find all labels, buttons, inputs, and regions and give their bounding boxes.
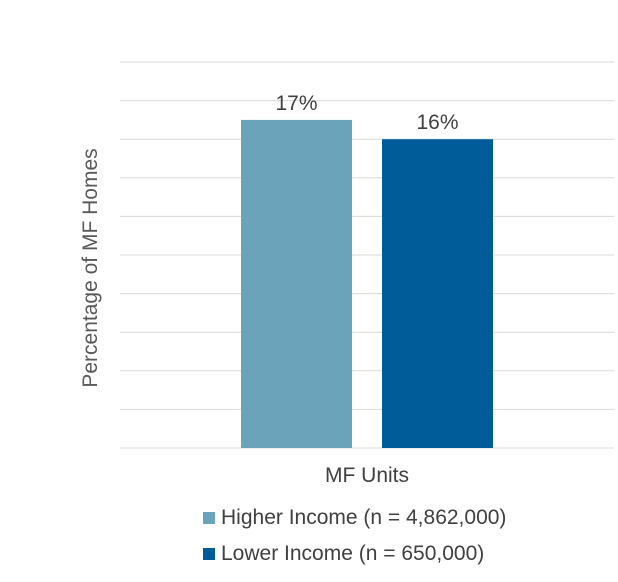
legend-item-higher-income: Higher Income (n = 4,862,000)	[203, 500, 506, 536]
data-label-lower-income: 16%	[416, 111, 458, 134]
bar-higher-income	[241, 119, 352, 449]
bars	[241, 119, 493, 449]
bar-lower-income	[382, 139, 493, 448]
y-axis-title: Percentage of MF Homes	[79, 148, 102, 387]
data-label-higher-income: 17%	[275, 92, 317, 115]
gridlines	[120, 61, 614, 449]
legend-label-lower-income: Lower Income (n = 650,000)	[221, 542, 485, 565]
data-labels: 17% 16%	[275, 92, 458, 134]
legend: Higher Income (n = 4,862,000) Lower Inco…	[203, 500, 506, 572]
legend-swatch-lower-income	[203, 548, 215, 560]
x-category-label: MF Units	[325, 464, 409, 487]
legend-item-lower-income: Lower Income (n = 650,000)	[203, 536, 506, 572]
legend-label-higher-income: Higher Income (n = 4,862,000)	[221, 506, 507, 529]
legend-swatch-higher-income	[203, 512, 215, 524]
